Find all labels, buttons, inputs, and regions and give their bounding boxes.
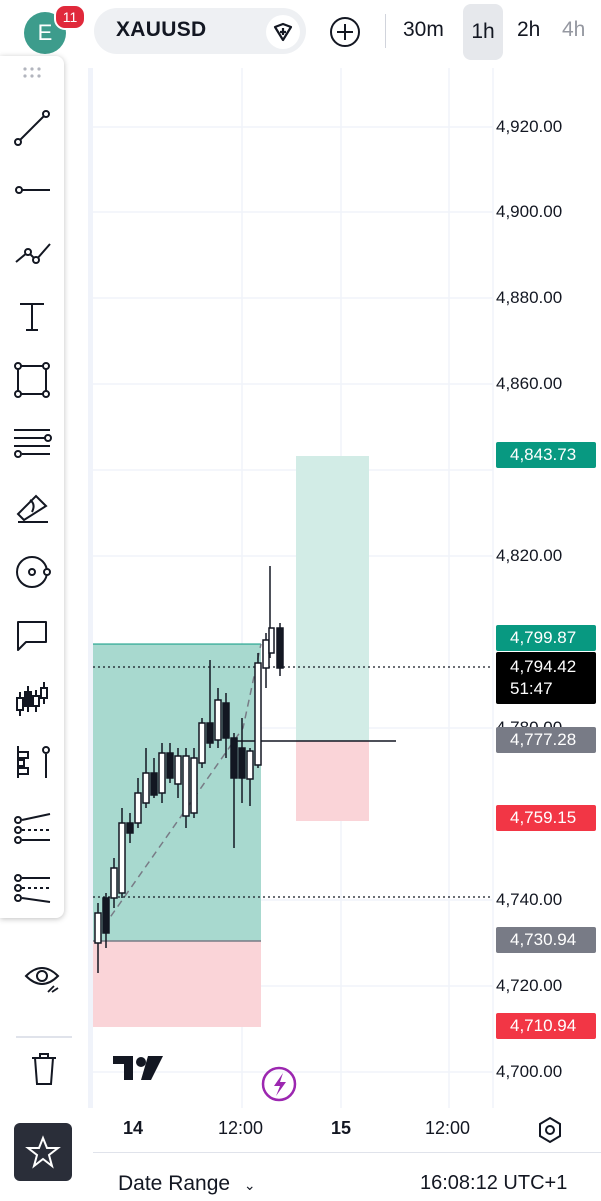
notification-badge: 11 — [54, 4, 86, 30]
clock-timezone[interactable]: 16:08:12 UTC+1 — [420, 1172, 568, 1194]
price-tick: 4,700.00 — [496, 1062, 563, 1081]
price-tick: 4,740.00 — [496, 890, 563, 909]
stop-badge: 4,759.15 — [496, 805, 596, 831]
drag-handle-icon[interactable] — [22, 66, 42, 80]
bar-countdown: 51:47 — [510, 679, 553, 698]
brush-icon[interactable] — [8, 484, 56, 532]
time-tick: 12:00 — [218, 1118, 264, 1138]
short-position-icon[interactable] — [8, 864, 56, 912]
long-target-badge: 4,843.73 — [496, 442, 596, 468]
price-tick: 4,880.00 — [496, 288, 563, 307]
date-range-label: Date Range — [118, 1172, 231, 1195]
time-tick: 15 — [331, 1118, 352, 1138]
price-tick: 4,920.00 — [496, 117, 563, 136]
timeframe-4h[interactable]: 4h — [562, 18, 586, 41]
symbol-name: XAUUSD — [116, 18, 207, 41]
favorites-star-button[interactable] — [14, 1123, 72, 1181]
time-tick: 12:00 — [425, 1118, 471, 1138]
trash-icon[interactable] — [22, 1046, 66, 1090]
eye-icon[interactable] — [14, 948, 70, 1004]
fib-retracement-icon[interactable] — [8, 418, 56, 466]
circle-icon[interactable] — [8, 548, 56, 596]
symbol-type-icon[interactable] — [266, 15, 300, 49]
text-icon[interactable] — [8, 292, 56, 340]
price-tick: 4,860.00 — [496, 374, 563, 393]
chart-border — [88, 68, 93, 1108]
bottom-bar — [93, 1152, 601, 1201]
current-price-badge: 4,794.42 51:47 — [496, 652, 596, 704]
flash-icon — [261, 1066, 297, 1102]
short-target-badge: 4,799.87 — [496, 625, 596, 651]
trend-line-icon[interactable] — [8, 104, 56, 152]
date-range-selector[interactable]: Date Range ⌄ — [118, 1172, 256, 1196]
callout-icon[interactable] — [8, 612, 56, 660]
pattern-icon[interactable] — [8, 676, 56, 724]
avatar-letter: E — [37, 20, 53, 45]
price-tick: 4,720.00 — [496, 976, 563, 995]
current-price: 4,794.42 — [510, 657, 577, 676]
path-icon[interactable] — [8, 228, 56, 276]
divider — [16, 1036, 72, 1038]
chart-canvas[interactable] — [93, 68, 601, 1108]
add-compare-icon[interactable] — [328, 15, 362, 49]
timeframe-2h[interactable]: 2h — [517, 18, 541, 41]
price-tick: 4,900.00 — [496, 202, 563, 221]
star-icon — [25, 1135, 61, 1169]
timeframe-30m[interactable]: 30m — [403, 18, 444, 41]
candlesticks — [94, 566, 284, 973]
long-entry-badge: 4,730.94 — [496, 927, 596, 953]
time-tick: 14 — [123, 1118, 144, 1138]
entry-badge: 4,777.28 — [496, 727, 596, 753]
price-tick: 4,820.00 — [496, 546, 563, 565]
settings-icon[interactable] — [534, 1114, 566, 1146]
long-position-icon[interactable] — [8, 804, 56, 852]
long-position-loss-zone — [93, 941, 261, 1027]
rectangle-icon[interactable] — [8, 356, 56, 404]
long-stop-badge: 4,710.94 — [496, 1013, 596, 1039]
short-position-loss-zone — [296, 741, 369, 821]
horizontal-ray-icon[interactable] — [8, 166, 56, 214]
drawing-toolbar — [0, 56, 64, 918]
divider — [385, 14, 386, 48]
timeframe-1h[interactable]: 1h — [463, 4, 503, 60]
short-position-profit-zone — [296, 456, 369, 741]
forecast-icon[interactable] — [8, 738, 56, 786]
chevron-down-icon: ⌄ — [243, 1177, 256, 1193]
tradingview-logo-icon — [113, 1056, 163, 1080]
